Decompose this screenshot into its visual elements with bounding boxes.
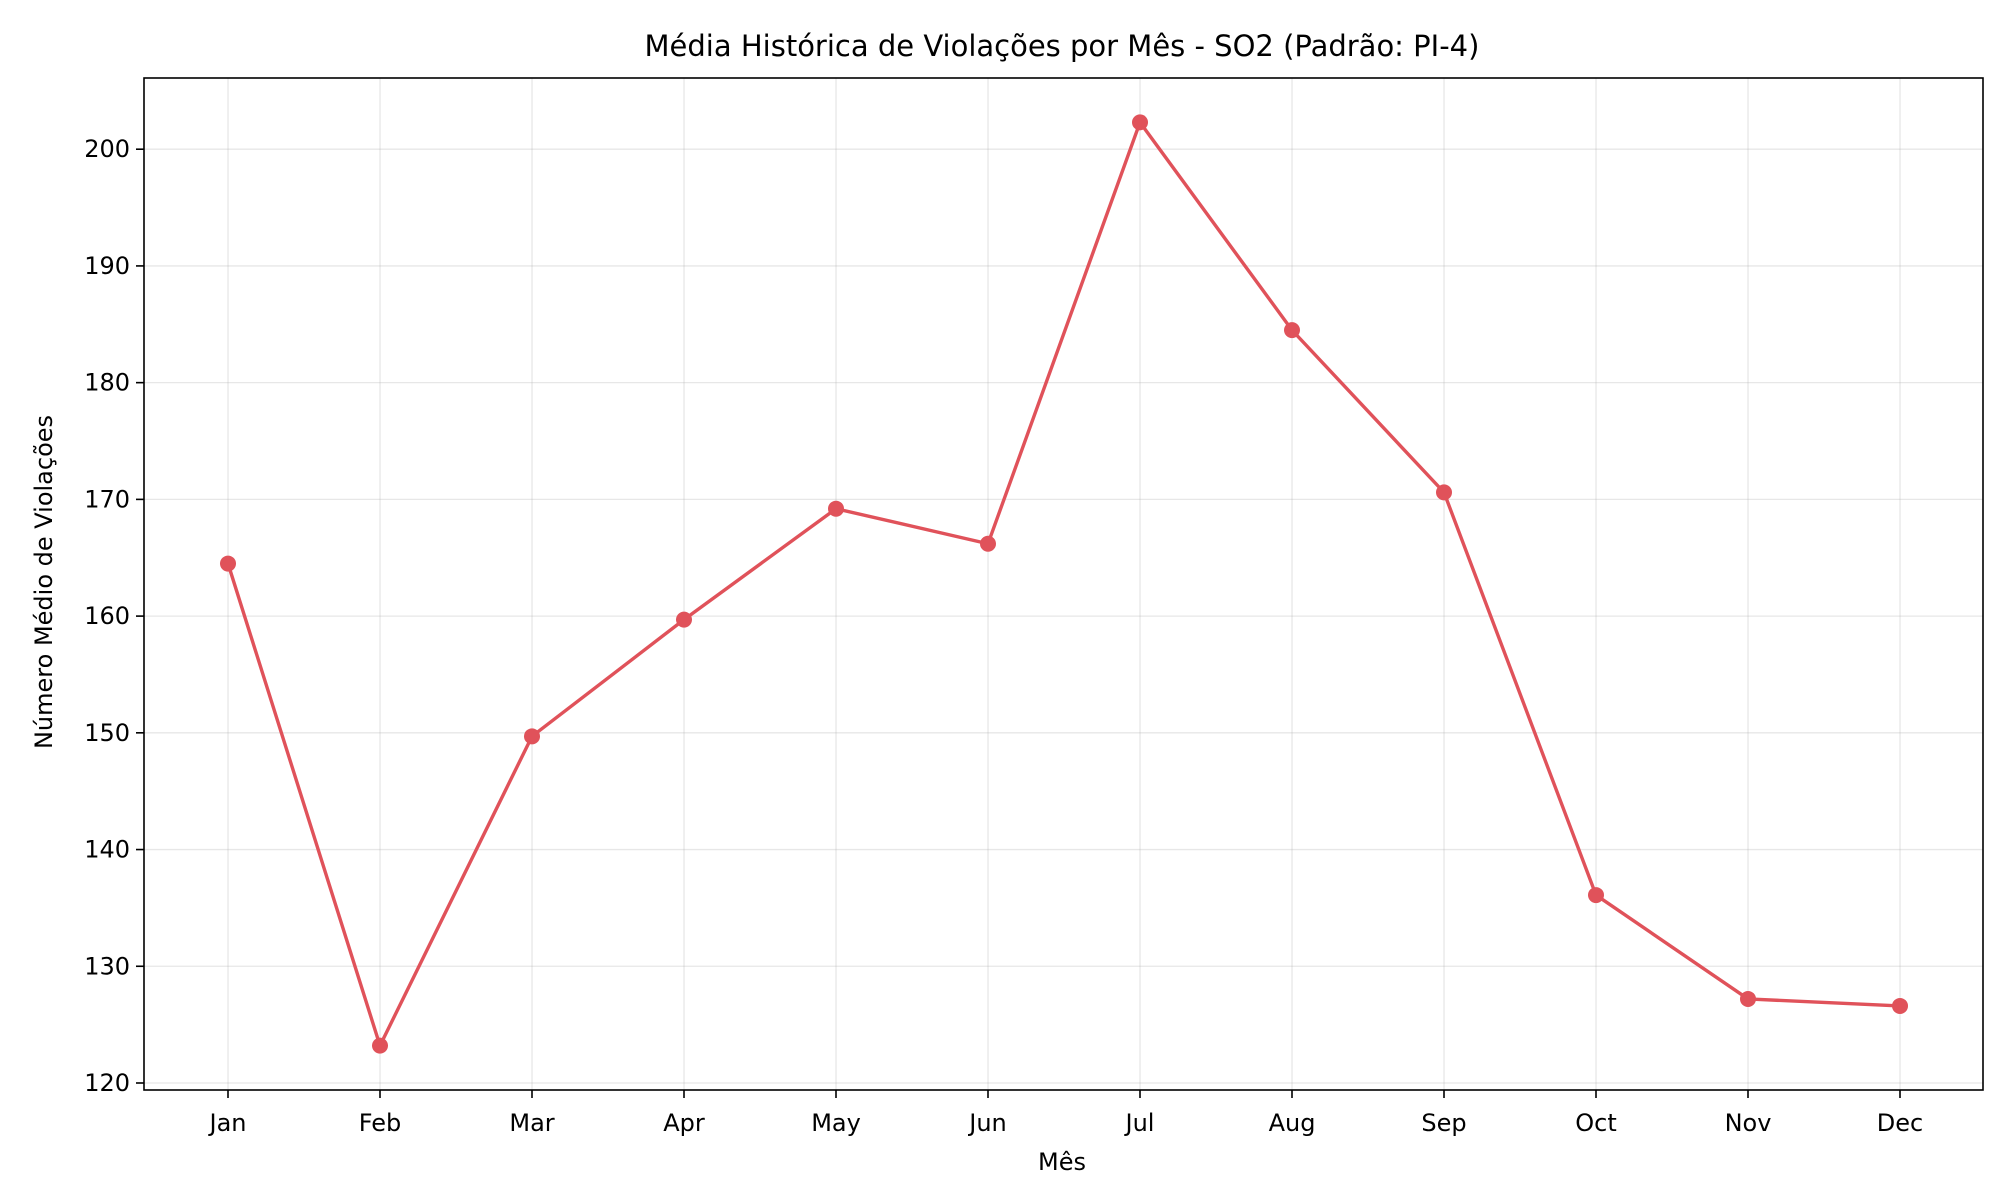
- line-segment: [378, 734, 534, 1048]
- y-tick-label: 130: [84, 952, 130, 980]
- data-point: [980, 535, 996, 552]
- line-segment: [226, 561, 382, 1048]
- series-line: [226, 120, 1902, 1048]
- x-tick-label: Apr: [663, 1109, 705, 1137]
- chart-title: Média Histórica de Violações por Mês - S…: [645, 29, 1480, 63]
- y-axis-label: Número Médio de Violações: [30, 415, 58, 749]
- line-segment: [834, 507, 990, 546]
- data-point: [1892, 997, 1908, 1014]
- y-axis: 120 130 140 150 160 170 180 190 200: [84, 135, 144, 1097]
- x-tick-label: May: [811, 1109, 861, 1137]
- x-tick-label: Jul: [1124, 1109, 1155, 1137]
- y-tick-label: 160: [84, 602, 130, 630]
- line-segment: [1138, 120, 1294, 332]
- line-segment: [682, 507, 838, 622]
- data-point: [372, 1037, 388, 1054]
- x-tick-label: Jun: [967, 1109, 1007, 1137]
- data-point: [1284, 322, 1300, 339]
- y-tick-label: 150: [84, 719, 130, 747]
- y-tick-label: 200: [84, 135, 130, 163]
- x-tick-label: Feb: [359, 1109, 402, 1137]
- y-tick-label: 190: [84, 252, 130, 280]
- series-points: [220, 114, 1908, 1054]
- x-tick-label: Jan: [208, 1109, 247, 1137]
- x-axis: Jan Feb Mar Apr May Jun Jul Aug Sep Oct Nov Dec: [208, 1090, 1923, 1137]
- line-segment: [530, 617, 686, 739]
- line-segment: [1290, 328, 1446, 495]
- data-point: [828, 500, 844, 517]
- x-tick-label: Mar: [509, 1109, 554, 1137]
- data-point: [1588, 887, 1604, 904]
- y-tick-label: 170: [84, 485, 130, 513]
- data-point: [1436, 484, 1452, 501]
- data-point: [524, 728, 540, 745]
- x-tick-label: Nov: [1725, 1109, 1772, 1137]
- line-segment: [986, 120, 1142, 546]
- data-point: [1740, 990, 1756, 1007]
- line-segment: [1746, 997, 1902, 1008]
- x-tick-label: Sep: [1421, 1109, 1466, 1137]
- y-tick-label: 180: [84, 369, 130, 397]
- grid: [144, 78, 1983, 1090]
- y-tick-label: 120: [84, 1069, 130, 1097]
- x-tick-label: Oct: [1575, 1109, 1617, 1137]
- data-point: [1132, 114, 1148, 131]
- y-tick-label: 140: [84, 836, 130, 864]
- x-tick-label: Dec: [1877, 1109, 1923, 1137]
- line-segment: [1594, 893, 1750, 1001]
- data-point: [676, 611, 692, 628]
- data-point: [220, 555, 236, 572]
- x-tick-label: Aug: [1269, 1109, 1316, 1137]
- x-axis-label: Mês: [1038, 1148, 1086, 1176]
- plot-frame: [143, 77, 1984, 1091]
- line-segment: [1442, 490, 1598, 897]
